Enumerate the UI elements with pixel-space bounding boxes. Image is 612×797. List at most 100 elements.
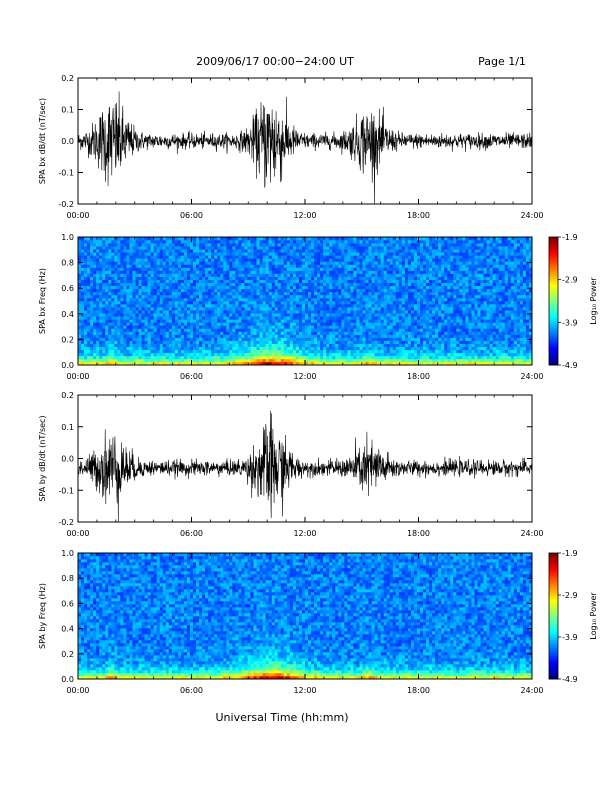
spectrogram-cell <box>353 353 356 356</box>
spectrogram-cell <box>363 356 366 359</box>
spectrogram-cell <box>272 252 275 255</box>
spectrogram-cell <box>187 325 190 328</box>
spectrogram-cell <box>332 283 335 286</box>
spectrogram-cell <box>111 261 114 264</box>
spectrogram-cell <box>202 322 205 325</box>
spectrogram-cell <box>326 286 329 289</box>
spectrogram-cell <box>429 249 432 252</box>
spectrogram-cell <box>126 264 129 267</box>
spectrogram-cell <box>202 298 205 301</box>
spectrogram-cell <box>199 338 202 341</box>
spectrogram-cell <box>238 261 241 264</box>
spectrogram-cell <box>117 271 120 274</box>
spectrogram-cell <box>266 338 269 341</box>
spectrogram-cell <box>111 292 114 295</box>
spectrogram-cell <box>148 264 151 267</box>
spectrogram-cell <box>217 295 220 298</box>
spectrogram-cell <box>160 356 163 359</box>
spectrogram-cell <box>244 274 247 277</box>
spectrogram-cell <box>160 335 163 338</box>
spectrogram-cell <box>214 261 217 264</box>
spectrogram-cell <box>217 252 220 255</box>
spectrogram-cell <box>84 246 87 249</box>
spectrogram-cell <box>305 258 308 261</box>
spectrogram-cell <box>411 338 414 341</box>
spectrogram-cell <box>247 341 250 344</box>
spectrogram-cell <box>278 325 281 328</box>
spectrogram-cell <box>244 359 247 362</box>
spectrogram-cell <box>305 325 308 328</box>
spectrogram-cell <box>184 295 187 298</box>
spectrogram-cell <box>275 344 278 347</box>
spectrogram-cell <box>396 249 399 252</box>
spectrogram-cell <box>111 277 114 280</box>
spectrogram-cell <box>359 313 362 316</box>
spectrogram-cell <box>272 237 275 240</box>
spectrogram-cell <box>378 271 381 274</box>
spectrogram-cell <box>251 316 254 319</box>
spectrogram-cell <box>356 322 359 325</box>
spectrogram-cell <box>390 347 393 350</box>
spectrogram-cell <box>81 271 84 274</box>
spectrogram-cell <box>335 271 338 274</box>
spectrogram-cell <box>384 292 387 295</box>
spectrogram-cell <box>257 335 260 338</box>
spectrogram-cell <box>196 353 199 356</box>
spectrogram-cell <box>423 331 426 334</box>
spectrogram-cell <box>347 310 350 313</box>
spectrogram-cell <box>154 289 157 292</box>
spectrogram-cell <box>344 310 347 313</box>
spectrogram-cell <box>375 258 378 261</box>
spectrogram-cell <box>311 261 314 264</box>
spectrogram-cell <box>117 246 120 249</box>
spectrogram-cell <box>232 286 235 289</box>
spectrogram-cell <box>160 304 163 307</box>
spectrogram-cell <box>272 356 275 359</box>
spectrogram-cell <box>423 283 426 286</box>
spectrogram-cell <box>187 341 190 344</box>
spectrogram-cell <box>151 277 154 280</box>
spectrogram-cell <box>311 283 314 286</box>
spectrogram-cell <box>151 322 154 325</box>
spectrogram-cell <box>160 286 163 289</box>
spectrogram-cell <box>311 307 314 310</box>
spectrogram-cell <box>184 328 187 331</box>
spectrogram-cell <box>214 350 217 353</box>
spectrogram-cell <box>93 283 96 286</box>
spectrogram-cell <box>387 307 390 310</box>
spectrogram-cell <box>302 304 305 307</box>
spectrogram-cell <box>363 316 366 319</box>
spectrogram-cell <box>356 267 359 270</box>
spectrogram-cell <box>129 319 132 322</box>
spectrogram-cell <box>226 356 229 359</box>
spectrogram-cell <box>363 319 366 322</box>
spectrogram-cell <box>244 289 247 292</box>
spectrogram-cell <box>290 274 293 277</box>
spectrogram-cell <box>426 347 429 350</box>
spectrogram-cell <box>172 353 175 356</box>
spectrogram-cell <box>238 331 241 334</box>
spectrogram-cell <box>163 295 166 298</box>
spectrogram-cell <box>381 313 384 316</box>
spectrogram-cell <box>232 344 235 347</box>
spectrogram-cell <box>390 319 393 322</box>
spectrogram-cell <box>229 261 232 264</box>
spectrogram-cell <box>117 304 120 307</box>
spectrogram-cell <box>311 331 314 334</box>
spectrogram-cell <box>423 280 426 283</box>
spectrogram-cell <box>126 298 129 301</box>
spectrogram-cell <box>329 331 332 334</box>
spectrogram-cell <box>302 313 305 316</box>
spectrogram-cell <box>96 255 99 258</box>
spectrogram-cell <box>126 295 129 298</box>
spectrogram-cell <box>311 353 314 356</box>
spectrogram-cell <box>396 356 399 359</box>
spectrogram-cell <box>205 353 208 356</box>
spectrogram-cell <box>263 341 266 344</box>
spectrogram-cell <box>181 356 184 359</box>
spectrogram-cell <box>220 249 223 252</box>
spectrogram-cell <box>338 338 341 341</box>
spectrogram-cell <box>220 356 223 359</box>
spectrogram-cell <box>414 292 417 295</box>
spectrogram-cell <box>408 319 411 322</box>
